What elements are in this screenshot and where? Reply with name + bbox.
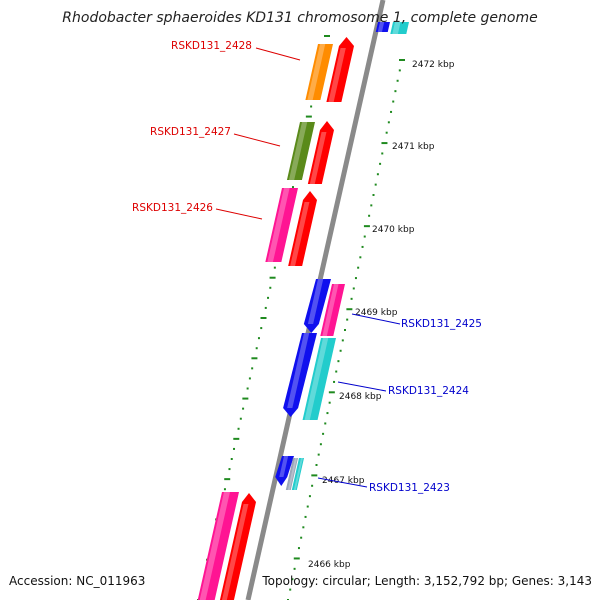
gene-label-2425: RSKD131_2425 bbox=[401, 318, 482, 330]
gene-block-2424-blue-shine bbox=[287, 333, 310, 408]
gene-block-2423-grey bbox=[285, 458, 298, 490]
gene-leader-2424 bbox=[337, 381, 387, 392]
gene-leader-2427 bbox=[233, 133, 281, 147]
gene-leader-2428 bbox=[255, 47, 301, 61]
gene-block-2423-grey-shine bbox=[287, 458, 297, 490]
gene-block-2423-blue-shine bbox=[279, 456, 289, 477]
gene-block-2425-pink-shine bbox=[322, 284, 339, 336]
genome-summary-text: Topology: circular; Length: 3,152,792 bp… bbox=[262, 574, 592, 588]
gene-block-2423-cyan-shine bbox=[293, 458, 303, 490]
gene-block-2427-olive-body bbox=[286, 122, 315, 180]
gene-block-2424-cyan-body bbox=[302, 338, 336, 420]
scale-label-2466: 2466 kbp bbox=[308, 560, 351, 570]
gene-block-2426-pink-body bbox=[265, 188, 298, 262]
gene-block-2428-orange-body bbox=[305, 44, 333, 100]
gene-block-2427-red bbox=[307, 121, 334, 184]
scale-label-2469: 2469 kbp bbox=[355, 308, 398, 318]
gene-block-2424-cyan-shine bbox=[304, 338, 329, 420]
gene-block-2428-orange bbox=[305, 44, 333, 100]
gene-block-2427-red-body bbox=[307, 121, 334, 184]
gene-block-bottom-pink-shine bbox=[199, 492, 230, 602]
gene-label-2428: RSKD131_2428 bbox=[171, 40, 252, 52]
gene-block-bottom-red-body bbox=[219, 493, 256, 602]
gene-block-2426-red-body bbox=[288, 191, 317, 266]
gene-block-2426-pink bbox=[265, 188, 298, 262]
gene-label-2423: RSKD131_2423 bbox=[369, 482, 450, 494]
gene-block-bottom-pink-body bbox=[197, 492, 239, 602]
gene-block-2425-pink bbox=[320, 284, 345, 336]
gene-block-top-blue-body bbox=[375, 22, 390, 32]
gene-block-top-cyan-shine bbox=[392, 22, 401, 34]
gene-block-2428-orange-shine bbox=[307, 44, 326, 100]
scale-label-2472: 2472 kbp bbox=[412, 60, 455, 70]
gene-block-2426-red bbox=[288, 191, 317, 266]
gene-block-2423-blue-body bbox=[275, 456, 294, 486]
gene-block-2423-cyan-body bbox=[291, 458, 304, 490]
gene-block-2426-red-shine bbox=[290, 202, 310, 266]
gene-block-2427-red-shine bbox=[309, 132, 327, 184]
gene-block-2424-blue bbox=[283, 333, 317, 417]
gene-block-bottom-pink bbox=[197, 492, 239, 602]
gene-block-top-blue-shine bbox=[377, 22, 385, 32]
gene-block-2424-cyan bbox=[302, 338, 336, 420]
gene-leader-2423 bbox=[317, 477, 368, 488]
gene-block-2425-blue bbox=[303, 279, 331, 333]
gene-block-2425-blue-shine bbox=[307, 279, 324, 324]
gene-leader-2425 bbox=[351, 313, 401, 325]
gene-block-2424-blue-body bbox=[283, 333, 317, 417]
gene-block-2425-pink-body bbox=[320, 284, 345, 336]
gene-block-bottom-red bbox=[219, 493, 256, 602]
gene-block-top-cyan bbox=[390, 22, 409, 34]
map-title: Rhodobacter sphaeroides KD131 chromosome… bbox=[62, 10, 538, 26]
accession-text: Accession: NC_011963 bbox=[9, 574, 146, 588]
gene-block-top-blue bbox=[375, 22, 390, 32]
gene-block-2428-red bbox=[326, 37, 354, 102]
tick-track-right bbox=[287, 59, 405, 601]
gene-block-bottom-red-shine bbox=[221, 504, 249, 602]
scale-label-2470: 2470 kbp bbox=[372, 225, 415, 235]
gene-label-2426: RSKD131_2426 bbox=[132, 202, 213, 214]
gene-block-2423-blue bbox=[275, 456, 294, 486]
gene-label-2424: RSKD131_2424 bbox=[388, 385, 469, 397]
scale-label-2471: 2471 kbp bbox=[392, 142, 435, 152]
gene-block-2427-olive-shine bbox=[288, 122, 308, 180]
scale-label-2467: 2467 kbp bbox=[322, 476, 365, 486]
gene-block-2428-red-shine bbox=[328, 48, 346, 102]
gene-leader-2426 bbox=[215, 208, 263, 220]
gene-block-2428-red-body bbox=[326, 37, 354, 102]
scale-label-2468: 2468 kbp bbox=[339, 392, 382, 402]
gene-block-2423-cyan bbox=[291, 458, 304, 490]
gene-block-2425-blue-body bbox=[303, 279, 331, 333]
gene-block-top-cyan-body bbox=[390, 22, 409, 34]
gene-block-2423-grey-body bbox=[285, 458, 298, 490]
gene-label-2427: RSKD131_2427 bbox=[150, 126, 231, 138]
gene-block-2426-pink-shine bbox=[267, 188, 290, 262]
gene-block-2427-olive bbox=[286, 122, 315, 180]
